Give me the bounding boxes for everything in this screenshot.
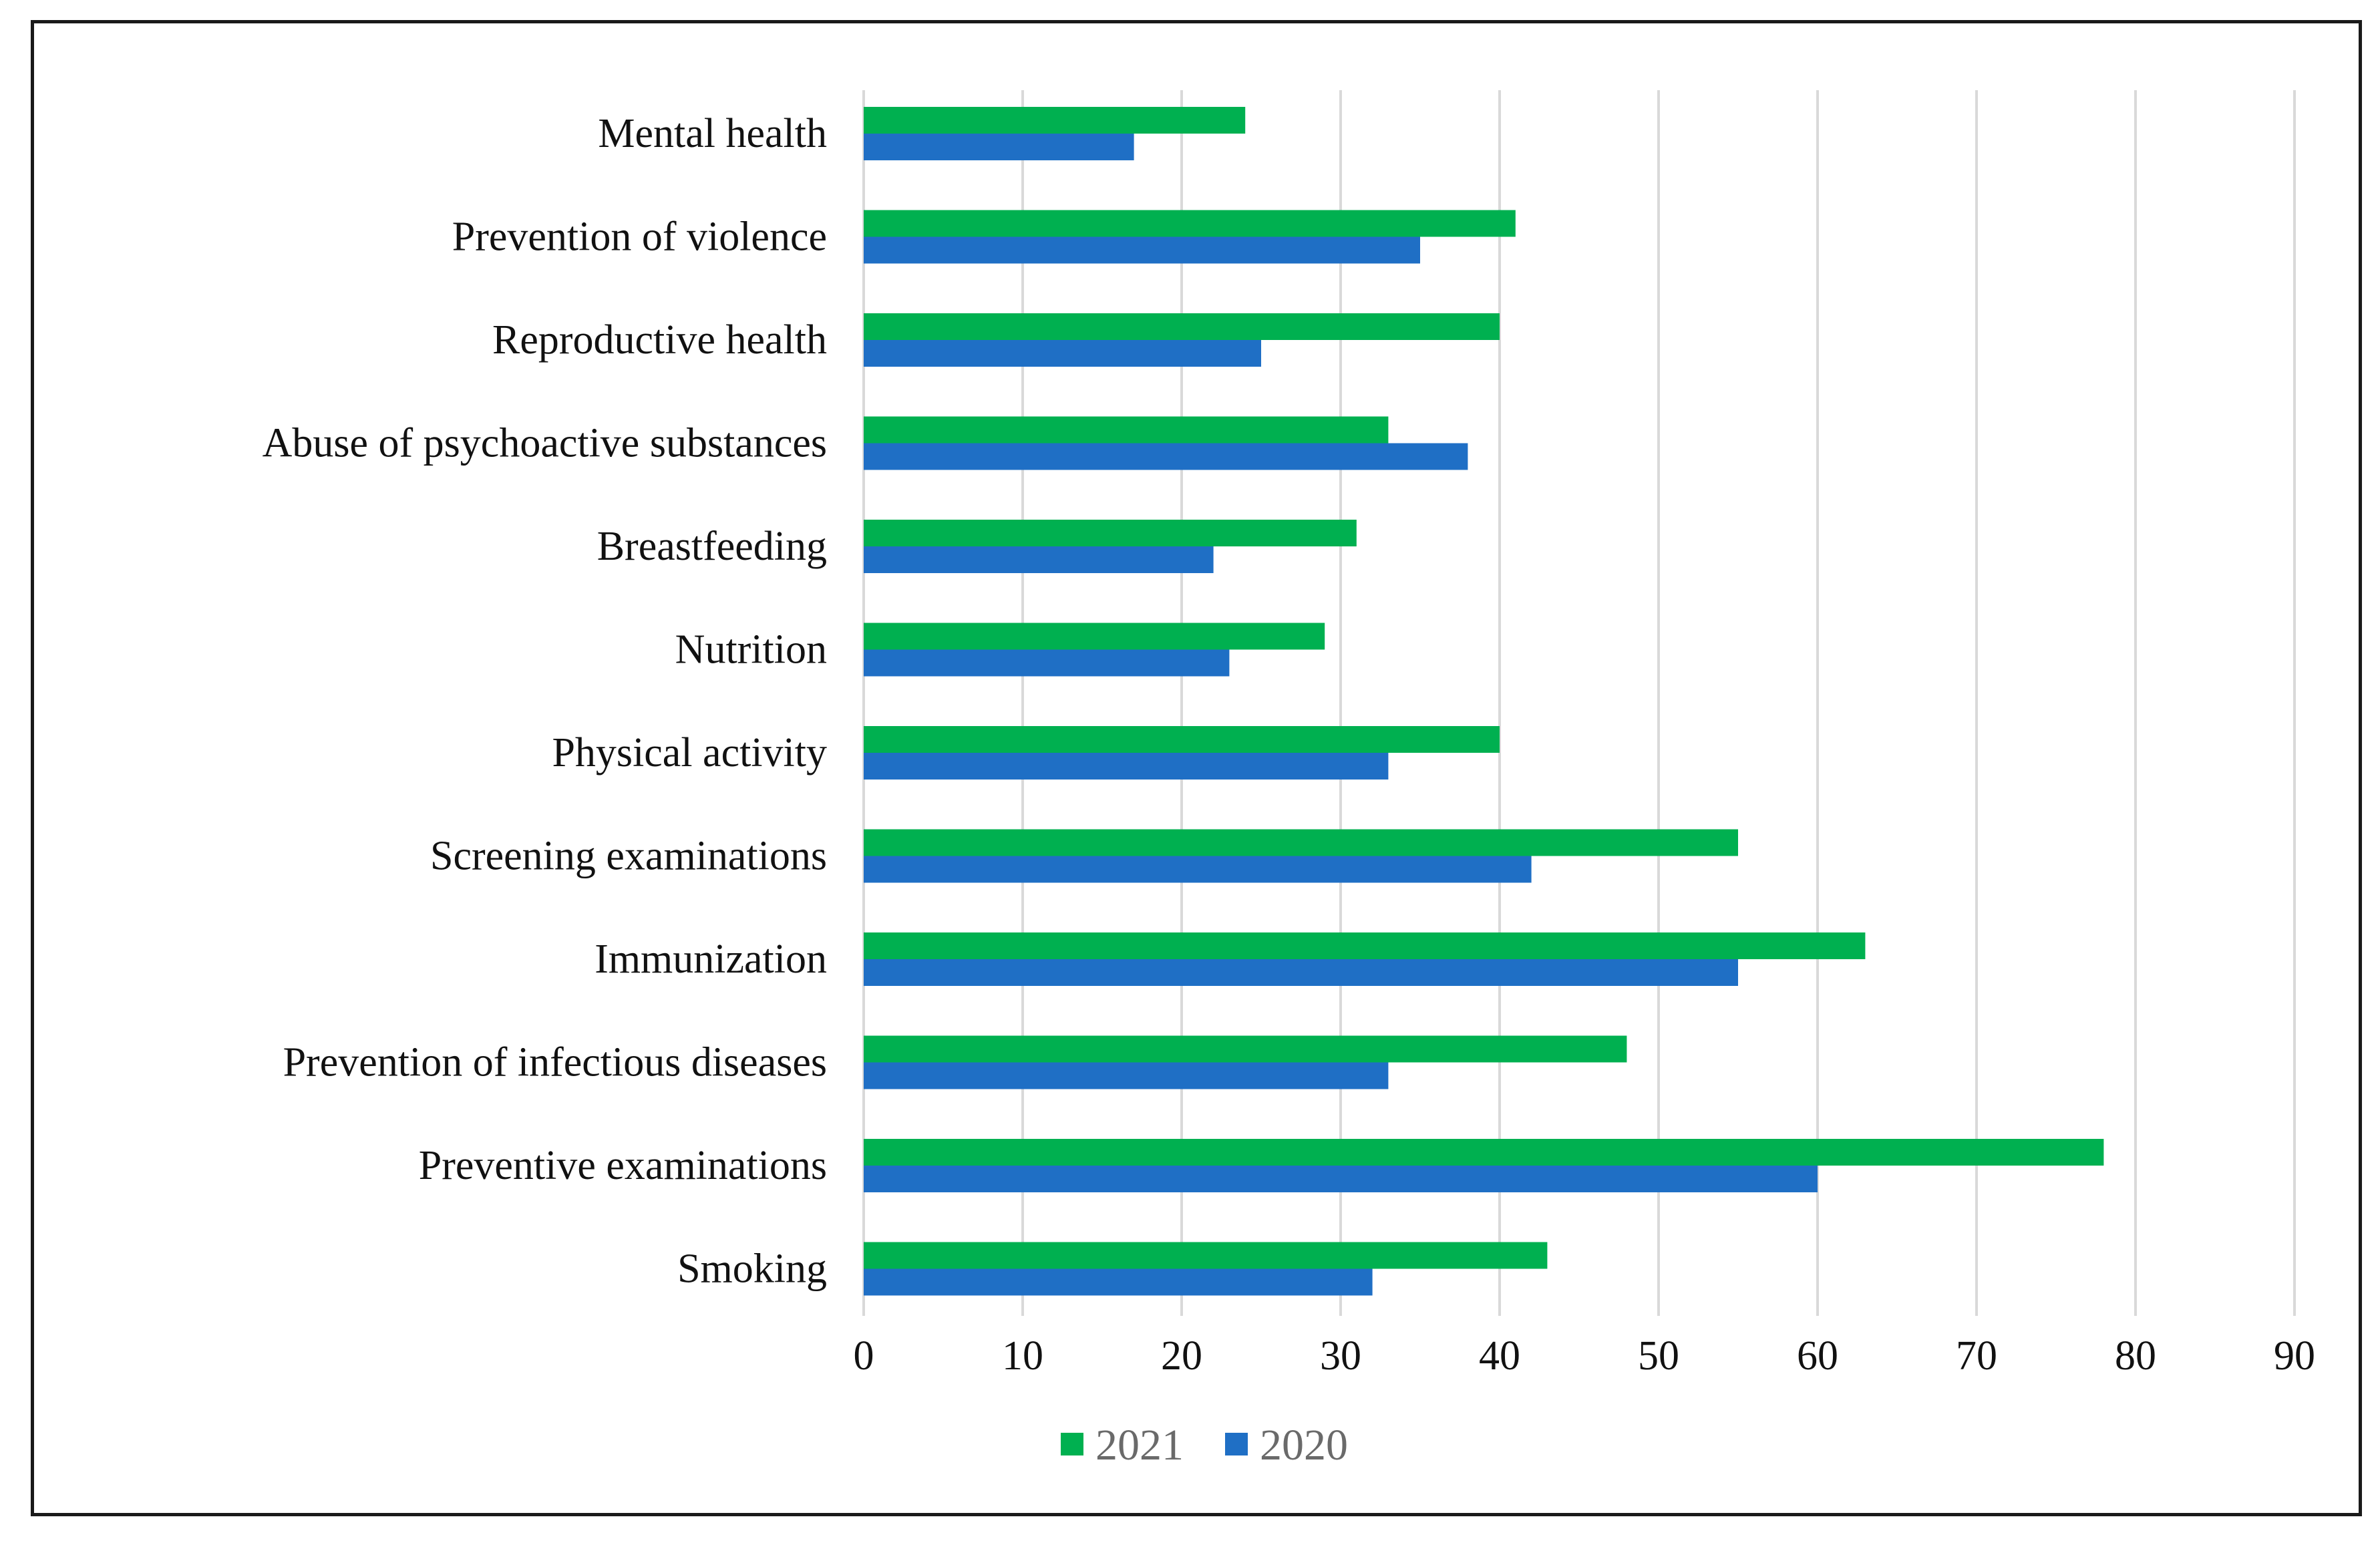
bars (864, 107, 2104, 1296)
bar-2020-nutrition (864, 649, 1230, 677)
bar-2020-prevention-of-violence (864, 236, 1420, 264)
x-tick-label-50: 50 (1638, 1333, 1679, 1379)
category-label-breastfeeding: Breastfeeding (597, 524, 827, 569)
bar-2020-breastfeeding (864, 546, 1214, 573)
bar-2021-preventive-examinations (864, 1139, 2104, 1166)
bar-2020-mental-health (864, 134, 1134, 160)
bar-2021-abuse-of-psychoactive-substances (864, 416, 1389, 444)
x-tick-label-30: 30 (1320, 1333, 1361, 1379)
legend-swatch-2020 (1225, 1433, 1248, 1455)
bar-2020-abuse-of-psychoactive-substances (864, 443, 1468, 470)
x-tick-label-80: 80 (2115, 1333, 2156, 1379)
legend-label-2021: 2021 (1095, 1421, 1184, 1470)
bar-2021-nutrition (864, 623, 1325, 650)
gridlines (862, 90, 2296, 1316)
bar-2020-screening-examinations (864, 856, 1532, 883)
chart-frame: Mental health Prevention of violence Repro… (31, 20, 2362, 1516)
category-label-abuse-of-psychoactive-substances: Abuse of psychoactive substances (263, 421, 827, 466)
bar-2020-reproductive-health (864, 340, 1261, 367)
bar-2021-smoking (864, 1242, 1548, 1269)
x-tick-label-70: 70 (1956, 1333, 1997, 1379)
bar-2021-prevention-of-violence (864, 210, 1516, 237)
bar-2020-prevention-of-infectious-diseases (864, 1062, 1389, 1089)
bar-2021-physical-activity (864, 726, 1500, 753)
category-label-screening-examinations: Screening examinations (430, 834, 827, 879)
bar-2020-physical-activity (864, 753, 1389, 780)
category-label-immunization: Immunization (594, 936, 827, 982)
x-tick-labels: 0 10 20 30 40 50 60 70 80 90 (854, 1333, 2316, 1379)
bar-2020-immunization (864, 959, 1738, 986)
legend-label-2020: 2020 (1260, 1421, 1348, 1470)
bar-2021-screening-examinations (864, 829, 1738, 856)
category-label-nutrition: Nutrition (675, 627, 827, 673)
category-label-prevention-of-violence: Prevention of violence (452, 214, 827, 260)
x-tick-label-10: 10 (1002, 1333, 1043, 1379)
x-tick-label-0: 0 (854, 1333, 874, 1379)
category-label-physical-activity: Physical activity (552, 730, 827, 776)
bar-2021-reproductive-health (864, 313, 1500, 340)
bar-2021-immunization (864, 932, 1866, 959)
category-label-preventive-examinations: Preventive examinations (419, 1143, 827, 1188)
category-labels: Mental health Prevention of violence Repro… (263, 111, 827, 1292)
bar-2020-preventive-examinations (864, 1166, 1818, 1192)
x-tick-label-40: 40 (1479, 1333, 1520, 1379)
x-tick-label-20: 20 (1161, 1333, 1202, 1379)
x-tick-label-90: 90 (2274, 1333, 2315, 1379)
category-label-prevention-of-infectious-diseases: Prevention of infectious diseases (283, 1040, 827, 1085)
x-tick-label-60: 60 (1797, 1333, 1838, 1379)
bar-2021-breastfeeding (864, 520, 1357, 546)
bar-2021-prevention-of-infectious-diseases (864, 1035, 1627, 1063)
category-label-mental-health: Mental health (598, 111, 827, 156)
bar-chart: Mental health Prevention of violence Repro… (263, 90, 2316, 1470)
category-label-smoking: Smoking (677, 1246, 827, 1292)
bar-2020-smoking (864, 1268, 1373, 1296)
legend-swatch-2021 (1061, 1433, 1083, 1455)
bar-2021-mental-health (864, 107, 1246, 134)
legend: 2021 2020 (1061, 1421, 1348, 1470)
category-label-reproductive-health: Reproductive health (492, 317, 827, 363)
